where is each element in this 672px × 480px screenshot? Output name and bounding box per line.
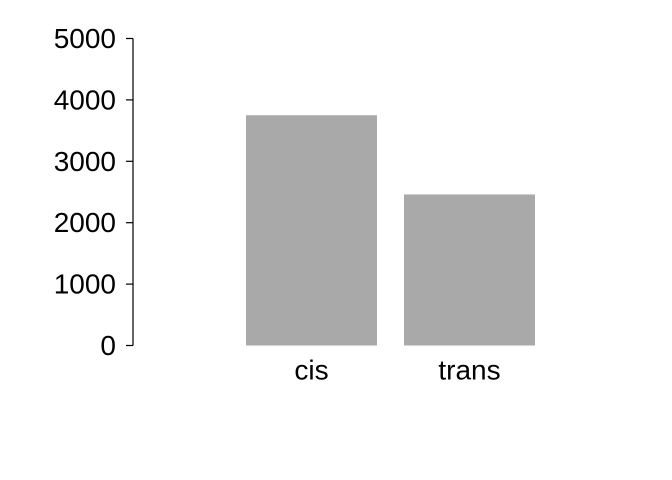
y-tick-label: 3000 — [54, 146, 116, 177]
y-tick-label: 4000 — [54, 84, 116, 115]
x-category-label: cis — [294, 355, 328, 386]
y-tick-label: 2000 — [54, 207, 116, 238]
bars — [246, 115, 535, 346]
y-tick-label: 1000 — [54, 269, 116, 300]
y-tick-label: 5000 — [54, 23, 116, 54]
bar-trans — [404, 194, 535, 346]
x-axis-labels: cis trans — [294, 355, 500, 386]
y-axis: 0 1000 2000 3000 4000 5000 — [54, 23, 134, 361]
x-category-label: trans — [438, 355, 500, 386]
bar-cis — [246, 115, 377, 346]
y-tick-label: 0 — [100, 330, 116, 361]
